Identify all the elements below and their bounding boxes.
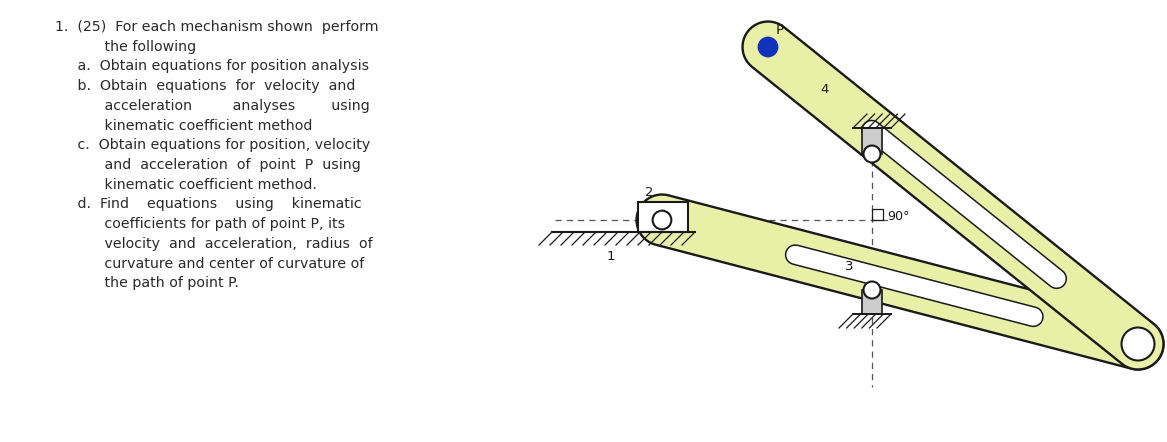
Circle shape (864, 282, 880, 298)
Text: 4: 4 (820, 83, 829, 96)
Text: P: P (776, 23, 784, 37)
Polygon shape (636, 194, 1163, 370)
Circle shape (1121, 328, 1154, 361)
Polygon shape (742, 22, 1163, 370)
Bar (872, 209, 883, 220)
Polygon shape (785, 245, 1043, 326)
Bar (862, 290, 882, 314)
Text: 3: 3 (845, 260, 853, 273)
Text: 1.  (25)  For each mechanism shown  perform
           the following
     a.  Ob: 1. (25) For each mechanism shown perform… (55, 20, 378, 290)
Circle shape (759, 38, 777, 56)
Text: 2: 2 (645, 186, 654, 199)
Text: 90°: 90° (887, 210, 909, 223)
Circle shape (652, 211, 671, 229)
Bar (862, 128, 882, 154)
Bar (638, 202, 689, 232)
Text: 1: 1 (607, 250, 615, 263)
Circle shape (864, 145, 880, 163)
Polygon shape (862, 121, 1067, 288)
